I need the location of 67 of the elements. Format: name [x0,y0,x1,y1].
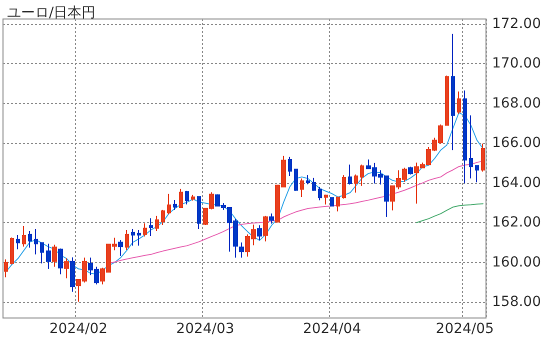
candlestick [288,156,292,176]
line-series [108,160,484,264]
candlestick [269,213,274,224]
y-tick-label: 168.00 [492,95,541,112]
candlestick [318,186,322,201]
x-tick-label: 2024/03 [176,321,234,337]
candlestick [70,256,75,292]
candlestick [257,224,262,241]
y-tick-label: 166.00 [492,135,541,152]
candlestick [451,33,455,151]
y-tick-label: 162.00 [492,214,541,231]
candlestick [475,165,479,183]
candlestick [300,178,304,198]
candlestick [10,237,14,265]
x-tick-label: 2024/05 [436,321,494,337]
candlestick [312,177,316,192]
candlestick [125,229,129,251]
candlestick [161,209,165,226]
candlestick [34,228,38,255]
y-tick-label: 170.00 [492,56,541,72]
candlestick [22,226,26,248]
candlestick [360,164,364,186]
candlestick [263,215,268,242]
candlestick [28,230,32,248]
candlestick [445,75,449,126]
candlestick [131,228,135,246]
candlestick [179,188,183,208]
candlestick [294,168,298,192]
chart-title: ユーロ/日本円 [7,5,96,21]
candlestick [185,190,189,205]
x-tick-label: 2024/04 [302,321,362,337]
candlestick [52,244,57,268]
candlestick [118,240,123,256]
candlestick [348,164,352,185]
candlestick [197,196,201,230]
candlestick [155,215,159,232]
candlestick [342,174,346,200]
candlestick [481,143,485,172]
candlestick [4,258,8,278]
candlestick [167,193,171,215]
candlestick [40,242,44,264]
candlestick [64,258,69,279]
y-tick-label: 164.00 [492,174,541,191]
candlestick [336,196,340,212]
candlestick [16,234,20,250]
x-tick-label: 2024/02 [49,321,108,337]
candlestick [354,174,358,194]
candlestick [137,229,141,246]
candlestick [58,248,63,275]
candlestick [457,91,461,114]
line-series [6,112,484,275]
y-tick-label: 172.00 [492,16,541,32]
candlestick [191,194,195,202]
candlestick [239,242,244,258]
candlestick [463,90,467,184]
candlestick [46,243,51,270]
candlestick [469,114,473,179]
candlestick [408,166,413,176]
line-series [416,203,484,224]
candlestick [173,199,177,210]
candlestick [143,222,147,238]
candlestick [330,196,334,207]
candlestick [149,218,153,236]
candlestick [306,174,310,185]
y-tick-label: 160.00 [492,254,541,270]
y-tick-label: 158.00 [492,294,541,310]
candlestick [324,194,328,206]
